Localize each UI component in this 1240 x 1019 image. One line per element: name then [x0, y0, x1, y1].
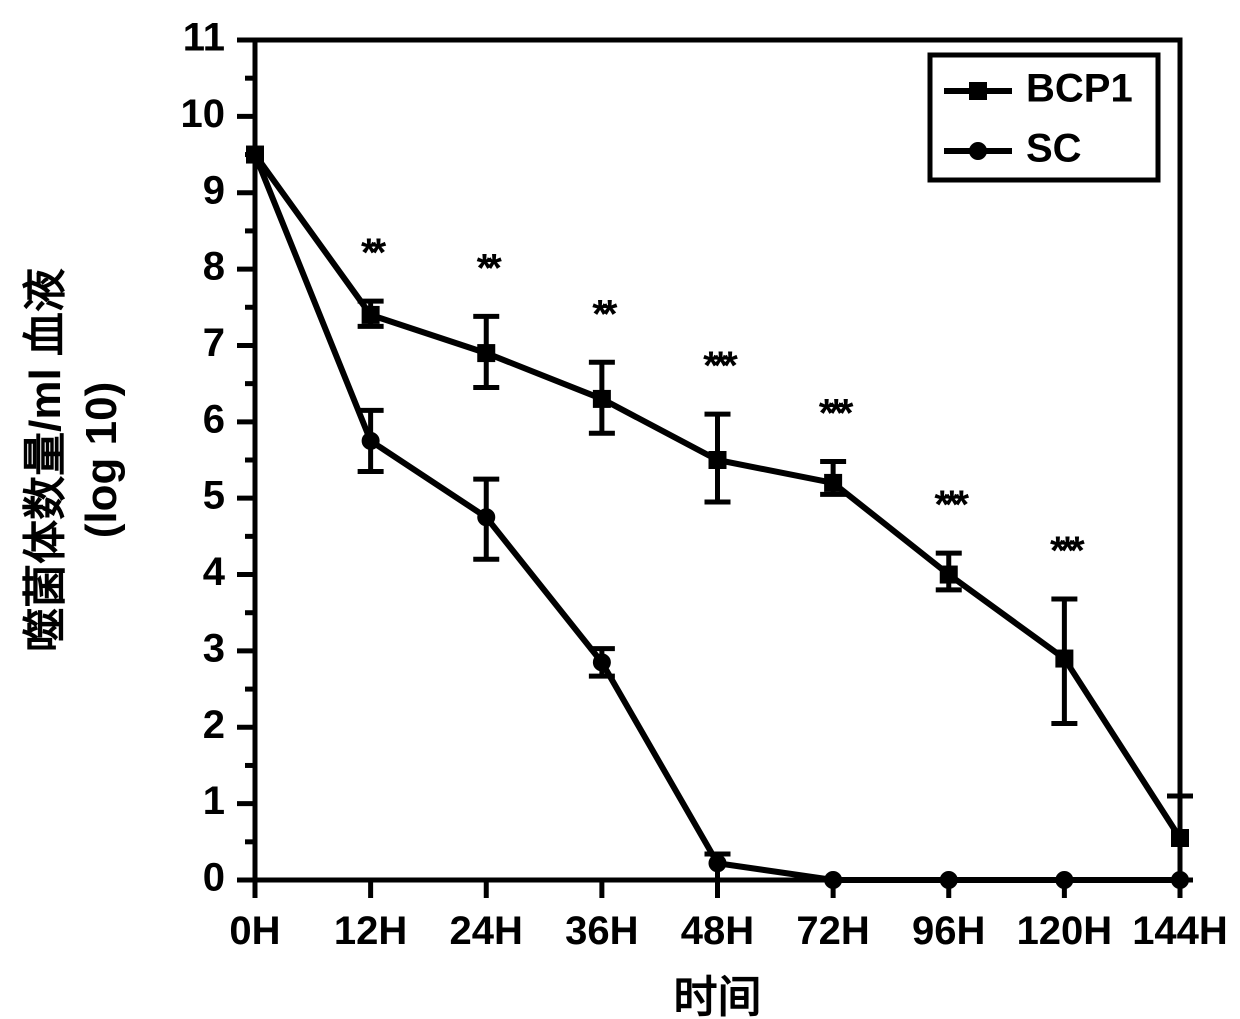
y-tick-label: 10 — [181, 92, 226, 136]
data-marker-circle — [363, 433, 379, 449]
legend-label: BCP1 — [1026, 67, 1133, 111]
legend-label: SC — [1026, 127, 1082, 171]
data-marker-circle — [710, 855, 726, 871]
data-marker-square — [594, 391, 610, 407]
x-axis-label: 时间 — [674, 973, 762, 1019]
x-tick-label: 36H — [565, 909, 638, 953]
data-marker-circle — [478, 509, 494, 525]
y-tick-label: 4 — [203, 550, 226, 594]
x-tick-label: 12H — [334, 909, 407, 953]
x-tick-label: 144H — [1132, 909, 1228, 953]
data-marker-square — [1172, 830, 1188, 846]
y-tick-label: 1 — [203, 779, 225, 823]
data-marker-circle — [941, 872, 957, 888]
y-tick-label: 3 — [203, 626, 225, 670]
data-marker-circle — [825, 872, 841, 888]
y-tick-label: 0 — [203, 856, 225, 900]
line-chart: 0 1 2 3 4 5 6 7 8 9 10 11 0H 12H 24H 36H 48H 72H 96H 120H 14… — [0, 0, 1240, 1019]
data-marker-square — [478, 345, 494, 361]
y-axis-label-2: (log 10) — [77, 382, 126, 538]
y-tick-label: 11 — [183, 16, 225, 60]
y-tick-label: 6 — [203, 397, 225, 441]
data-marker-circle — [1056, 872, 1072, 888]
data-marker-circle — [594, 654, 610, 670]
y-tick-label: 8 — [203, 245, 225, 289]
data-marker-square — [1056, 651, 1072, 667]
y-tick-label: 7 — [203, 321, 225, 365]
chart-container: 0 1 2 3 4 5 6 7 8 9 10 11 0H 12H 24H 36H 48H 72H 96H 120H 14… — [0, 0, 1240, 1019]
x-tick-label: 48H — [681, 909, 754, 953]
y-tick-label: 2 — [203, 703, 225, 747]
data-marker-circle — [970, 143, 986, 159]
data-marker-square — [941, 567, 957, 583]
data-marker-square — [970, 83, 986, 99]
data-marker-square — [363, 307, 379, 323]
y-tick-label: 5 — [203, 474, 225, 518]
x-tick-label: 96H — [912, 909, 985, 953]
y-tick-label: 9 — [203, 168, 225, 212]
x-tick-label: 120H — [1017, 909, 1113, 953]
data-marker-circle — [1172, 872, 1188, 888]
x-tick-label: 72H — [796, 909, 869, 953]
x-tick-label: 0H — [229, 909, 280, 953]
data-marker-square — [825, 475, 841, 491]
data-marker-circle — [247, 147, 263, 163]
x-tick-label: 24H — [450, 909, 523, 953]
y-axis-label: 噬菌体数量/ml 血液 — [21, 268, 70, 652]
data-marker-square — [710, 452, 726, 468]
